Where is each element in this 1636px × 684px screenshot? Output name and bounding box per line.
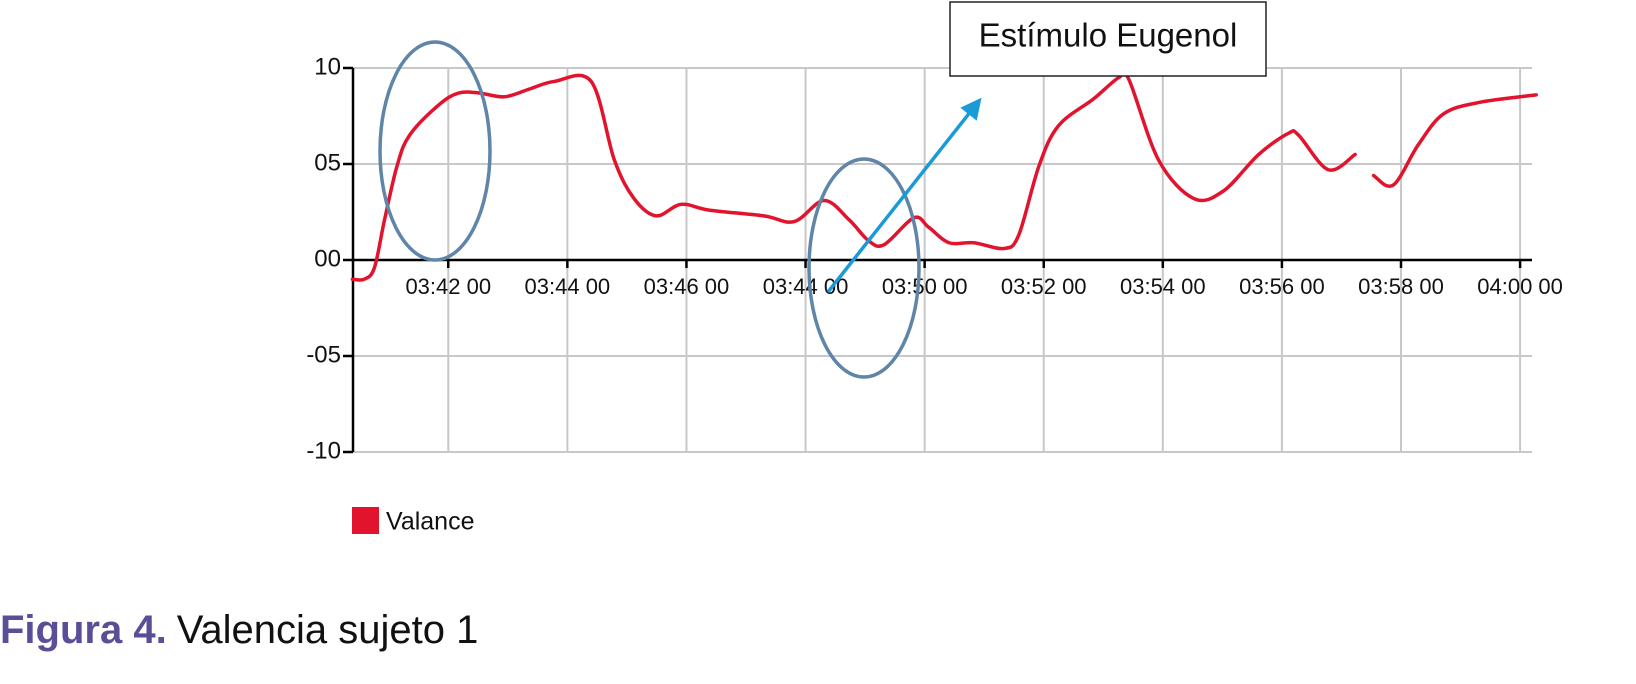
x-tick-label: 03:58 00	[1358, 274, 1444, 299]
grid: 10 05 00 -05 -10 03:42 00 03:44 00 03:46 00 03:4…	[306, 53, 1563, 464]
data-line	[1371, 93, 1538, 188]
x-tick-label: 03:42 00	[405, 274, 491, 299]
highlight-ellipse	[378, 40, 492, 262]
annotation-box	[949, 1, 1267, 77]
plot	[350, 70, 1538, 282]
y-tick-label: 10	[314, 53, 341, 80]
legend-label: Valance	[386, 508, 475, 536]
x-tick-label: 03:56 00	[1239, 274, 1325, 299]
highlight-ellipse	[807, 157, 921, 379]
x-tick-label: 03:50 00	[882, 274, 968, 299]
data-line	[350, 70, 1357, 282]
y-tick-label: 05	[314, 149, 341, 176]
x-tick-label: 03:44 00	[525, 274, 611, 299]
caption-label: Figura 4.	[0, 608, 167, 652]
annotations: Estímulo Eugenol	[378, 1, 1267, 379]
caption-text: Valencia sujeto 1	[177, 608, 479, 652]
x-tick-label: 03:54 00	[1120, 274, 1206, 299]
legend-swatch	[352, 507, 379, 534]
x-tick-label: 03:46 00	[644, 274, 730, 299]
x-tick-label: 03:44 00	[763, 274, 849, 299]
caption: Figura 4. Valencia sujeto 1	[0, 608, 478, 652]
annotation-arrow	[826, 97, 982, 294]
x-tick-label: 04:00 00	[1477, 274, 1563, 299]
x-tick-label: 03:52 00	[1001, 274, 1087, 299]
y-tick-label: -10	[306, 437, 341, 464]
y-tick-label: 00	[314, 245, 341, 272]
y-tick-label: -05	[306, 341, 341, 368]
annotation-text: Estímulo Eugenol	[979, 17, 1238, 54]
